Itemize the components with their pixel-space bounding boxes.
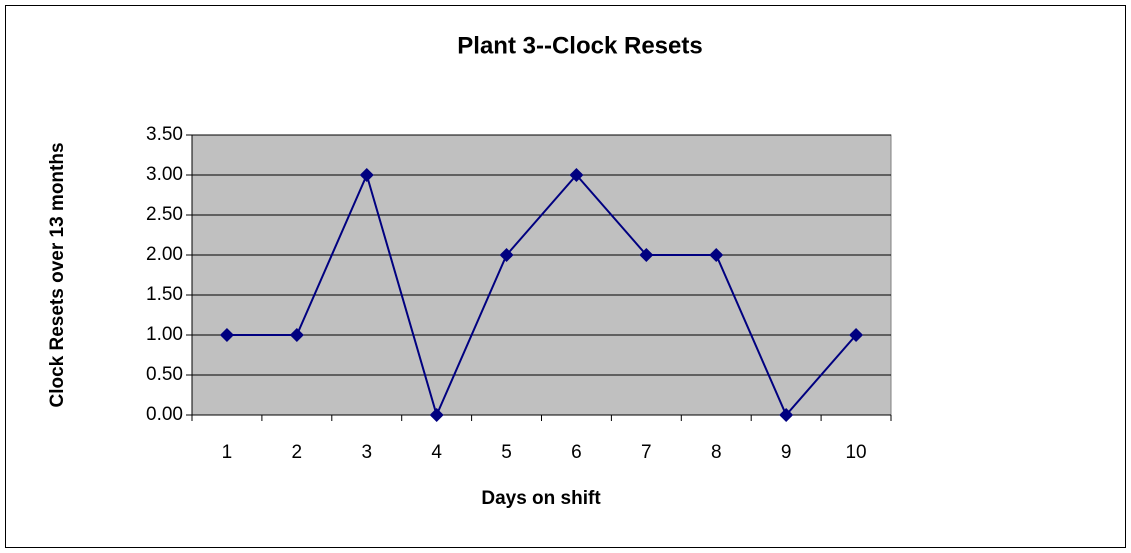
y-tick-label: 2.50 bbox=[146, 204, 183, 225]
marker bbox=[429, 408, 444, 422]
marker bbox=[709, 248, 724, 262]
x-tick-label: 7 bbox=[641, 442, 652, 463]
x-tick-label: 2 bbox=[292, 442, 303, 463]
marker bbox=[499, 248, 514, 262]
x-tick-label: 10 bbox=[845, 442, 866, 463]
x-tick-label: 6 bbox=[571, 442, 582, 463]
x-axis-label: Days on shift bbox=[481, 488, 601, 509]
y-tick-label: 2.00 bbox=[146, 244, 183, 265]
series-line bbox=[226, 172, 857, 418]
y-axis-label: Clock Resets over 13 months bbox=[47, 142, 68, 407]
chart-title: Plant 3--Clock Resets bbox=[457, 32, 702, 59]
plot-area bbox=[191, 134, 892, 416]
x-tick-label: 3 bbox=[361, 442, 372, 463]
marker bbox=[569, 168, 584, 182]
marker bbox=[219, 328, 234, 342]
x-tick-label: 1 bbox=[222, 442, 233, 463]
marker bbox=[359, 168, 374, 182]
x-tick-label: 4 bbox=[431, 442, 442, 463]
marker bbox=[779, 408, 794, 422]
y-tick-label: 0.50 bbox=[146, 364, 183, 385]
y-tick-label: 1.00 bbox=[146, 324, 183, 345]
x-tick-label: 5 bbox=[501, 442, 512, 463]
y-tick-label: 0.00 bbox=[146, 404, 183, 425]
y-tick-label: 1.50 bbox=[146, 284, 183, 305]
marker bbox=[289, 328, 304, 342]
y-tick-label: 3.00 bbox=[146, 164, 183, 185]
x-tick-label: 9 bbox=[781, 442, 792, 463]
marker bbox=[639, 248, 654, 262]
x-tick-label: 8 bbox=[711, 442, 722, 463]
y-tick-label: 3.50 bbox=[146, 124, 183, 145]
marker bbox=[849, 328, 864, 342]
